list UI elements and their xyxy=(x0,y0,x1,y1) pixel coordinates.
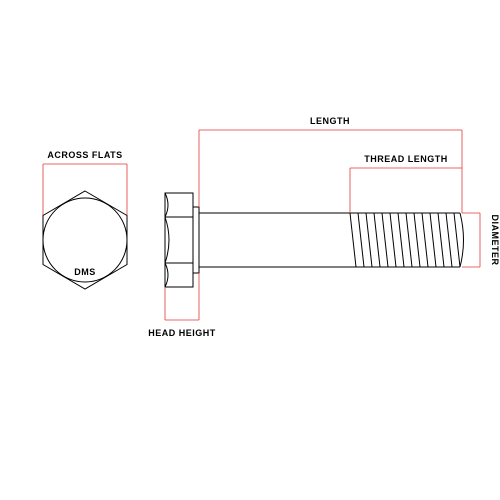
head-height-label: HEAD HEIGHT xyxy=(148,328,216,338)
bolt-side-view xyxy=(165,193,464,287)
length-label: LENGTH xyxy=(310,116,350,126)
bolt-washer xyxy=(193,207,199,273)
bolt-diagram: ACROSS FLATS DMS xyxy=(0,0,500,500)
thread-length-dimension: THREAD LENGTH xyxy=(350,154,462,213)
across-flats-dimension: ACROSS FLATS xyxy=(43,150,127,215)
length-dimension: LENGTH xyxy=(199,116,462,213)
head-height-dimension: HEAD HEIGHT xyxy=(148,273,216,338)
across-flats-label: ACROSS FLATS xyxy=(47,150,122,160)
thread-length-label: THREAD LENGTH xyxy=(364,154,448,164)
thread-ridges xyxy=(350,213,460,267)
diameter-dimension: DIAMETER xyxy=(462,213,500,267)
dms-label: DMS xyxy=(74,267,96,277)
diameter-label: DIAMETER xyxy=(490,215,500,266)
